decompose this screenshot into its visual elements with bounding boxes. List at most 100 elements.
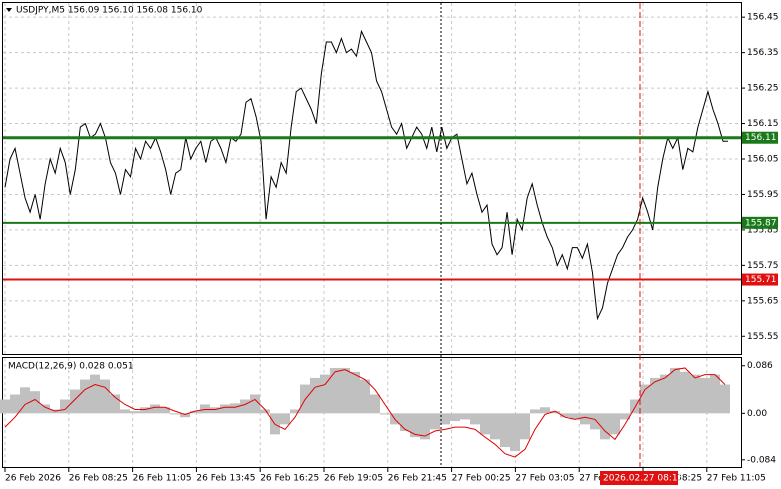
y-tick-label: -0.084 — [747, 455, 776, 465]
y-tick-label: 156.05 — [747, 155, 779, 165]
marks — [0, 29, 741, 458]
dropdown-icon — [6, 8, 12, 12]
price-panel-frame — [2, 2, 742, 355]
y-tick-label: 155.95 — [747, 190, 779, 200]
level-label-box — [742, 216, 778, 229]
macd-bar — [530, 409, 540, 414]
macd-bar — [690, 374, 700, 414]
level-label: 155.87 — [745, 218, 777, 228]
macd-bar — [90, 374, 100, 414]
macd-bar — [580, 413, 590, 425]
macd-bar — [80, 379, 90, 414]
macd-bar — [560, 413, 570, 418]
macd-bar — [700, 377, 710, 414]
x-tick-label: 26 Feb 21:45 — [388, 474, 447, 484]
cursor-label: 2026.02.27 08:15 — [603, 474, 683, 484]
macd-bar — [130, 411, 140, 414]
y-tick-label: 156.35 — [747, 48, 779, 58]
macd-bar — [310, 377, 320, 414]
macd-title: MACD(12,26,9) 0.028 0.051 — [8, 362, 134, 372]
macd-bar — [230, 403, 240, 414]
signal-line — [4, 367, 726, 458]
macd-bar — [460, 413, 470, 420]
macd-bar — [600, 413, 610, 440]
macd-bar — [640, 384, 650, 414]
y-tick-label: 156.25 — [747, 84, 779, 94]
macd-bar — [430, 413, 440, 430]
macd-bar — [330, 367, 340, 414]
macd-bar — [220, 404, 230, 414]
x-tick-label: 26 Feb 19:05 — [324, 474, 383, 484]
macd-bar — [210, 407, 220, 414]
macd-bar — [550, 411, 560, 414]
macd-bar — [720, 384, 730, 414]
macd-bar — [240, 399, 250, 414]
y-tick-label: 155.55 — [747, 332, 779, 342]
macd-bar — [450, 413, 460, 422]
macd-bar — [420, 413, 430, 440]
macd-bar — [40, 404, 50, 414]
macd-bar — [260, 409, 270, 414]
x-tick-label: 26 Feb 2026 — [5, 474, 61, 484]
macd-bar — [150, 404, 160, 414]
macd-bar — [120, 409, 130, 414]
price-line — [4, 29, 728, 321]
macd-bar — [340, 367, 350, 414]
level-label: 155.71 — [745, 275, 777, 285]
macd-bar — [160, 407, 170, 414]
labels: 156.45 156.35 156.25 156.15 156.05 155.95 155.… — [4, 13, 779, 485]
macd-bar — [710, 374, 720, 414]
x-tick-label: 26 Feb 08:25 — [69, 474, 128, 484]
macd-bar — [400, 413, 410, 432]
x-tick-label: 27 Feb 03:05 — [515, 474, 574, 484]
y-tick-label: 155.65 — [747, 296, 779, 306]
macd-bar — [110, 394, 120, 414]
x-tick-label: 26 Feb 13:45 — [196, 474, 255, 484]
y-tick-label: 155.85 — [747, 225, 779, 235]
macd-bar — [490, 413, 500, 440]
macd-bar — [610, 413, 620, 435]
macd-bar — [290, 409, 300, 414]
macd-bar — [200, 404, 210, 414]
y-tick-label: 0.086 — [747, 361, 773, 371]
macd-bar — [180, 413, 190, 418]
macd-bar — [60, 399, 70, 414]
macd-bar — [190, 411, 200, 414]
macd-bar — [10, 394, 20, 414]
macd-bar — [250, 394, 260, 414]
price-title: USDJPY,M5 156.09 156.10 156.08 156.10 — [16, 6, 203, 16]
macd-bar — [0, 399, 10, 414]
macd-bar — [320, 374, 330, 414]
x-tick-label: 27 Feb 00:25 — [452, 474, 511, 484]
macd-bar — [650, 377, 660, 414]
level-label-box — [742, 273, 778, 286]
x-tick-label: 26 Feb 11:05 — [133, 474, 192, 484]
macd-bar — [20, 387, 30, 414]
macd-bar — [500, 413, 510, 448]
macd-bar — [480, 413, 490, 435]
cursor-label-box — [600, 471, 678, 485]
macd-bar — [620, 413, 630, 420]
macd-bar — [540, 407, 550, 414]
macd-bar — [100, 379, 110, 414]
macd-bar — [520, 413, 530, 440]
macd-bar — [410, 413, 420, 438]
macd-bar — [380, 413, 390, 415]
macd-bar — [140, 407, 150, 414]
y-tick-label: 156.15 — [747, 119, 779, 129]
level-label: 156.11 — [745, 133, 777, 143]
macd-bar — [660, 374, 670, 414]
macd-bar — [470, 413, 480, 425]
y-tick-label: 156.45 — [747, 13, 779, 23]
macd-bar — [510, 413, 520, 451]
macd-bar — [360, 379, 370, 414]
macd-bar — [680, 371, 690, 414]
macd-bar — [170, 413, 180, 415]
y-tick-label: 0.00 — [747, 409, 767, 419]
macd-bar — [570, 413, 580, 420]
macd-bar — [70, 389, 80, 414]
macd-bar — [280, 413, 290, 425]
macd-bar — [370, 394, 380, 414]
x-tick-label: 27 Feb 11:05 — [707, 474, 766, 484]
